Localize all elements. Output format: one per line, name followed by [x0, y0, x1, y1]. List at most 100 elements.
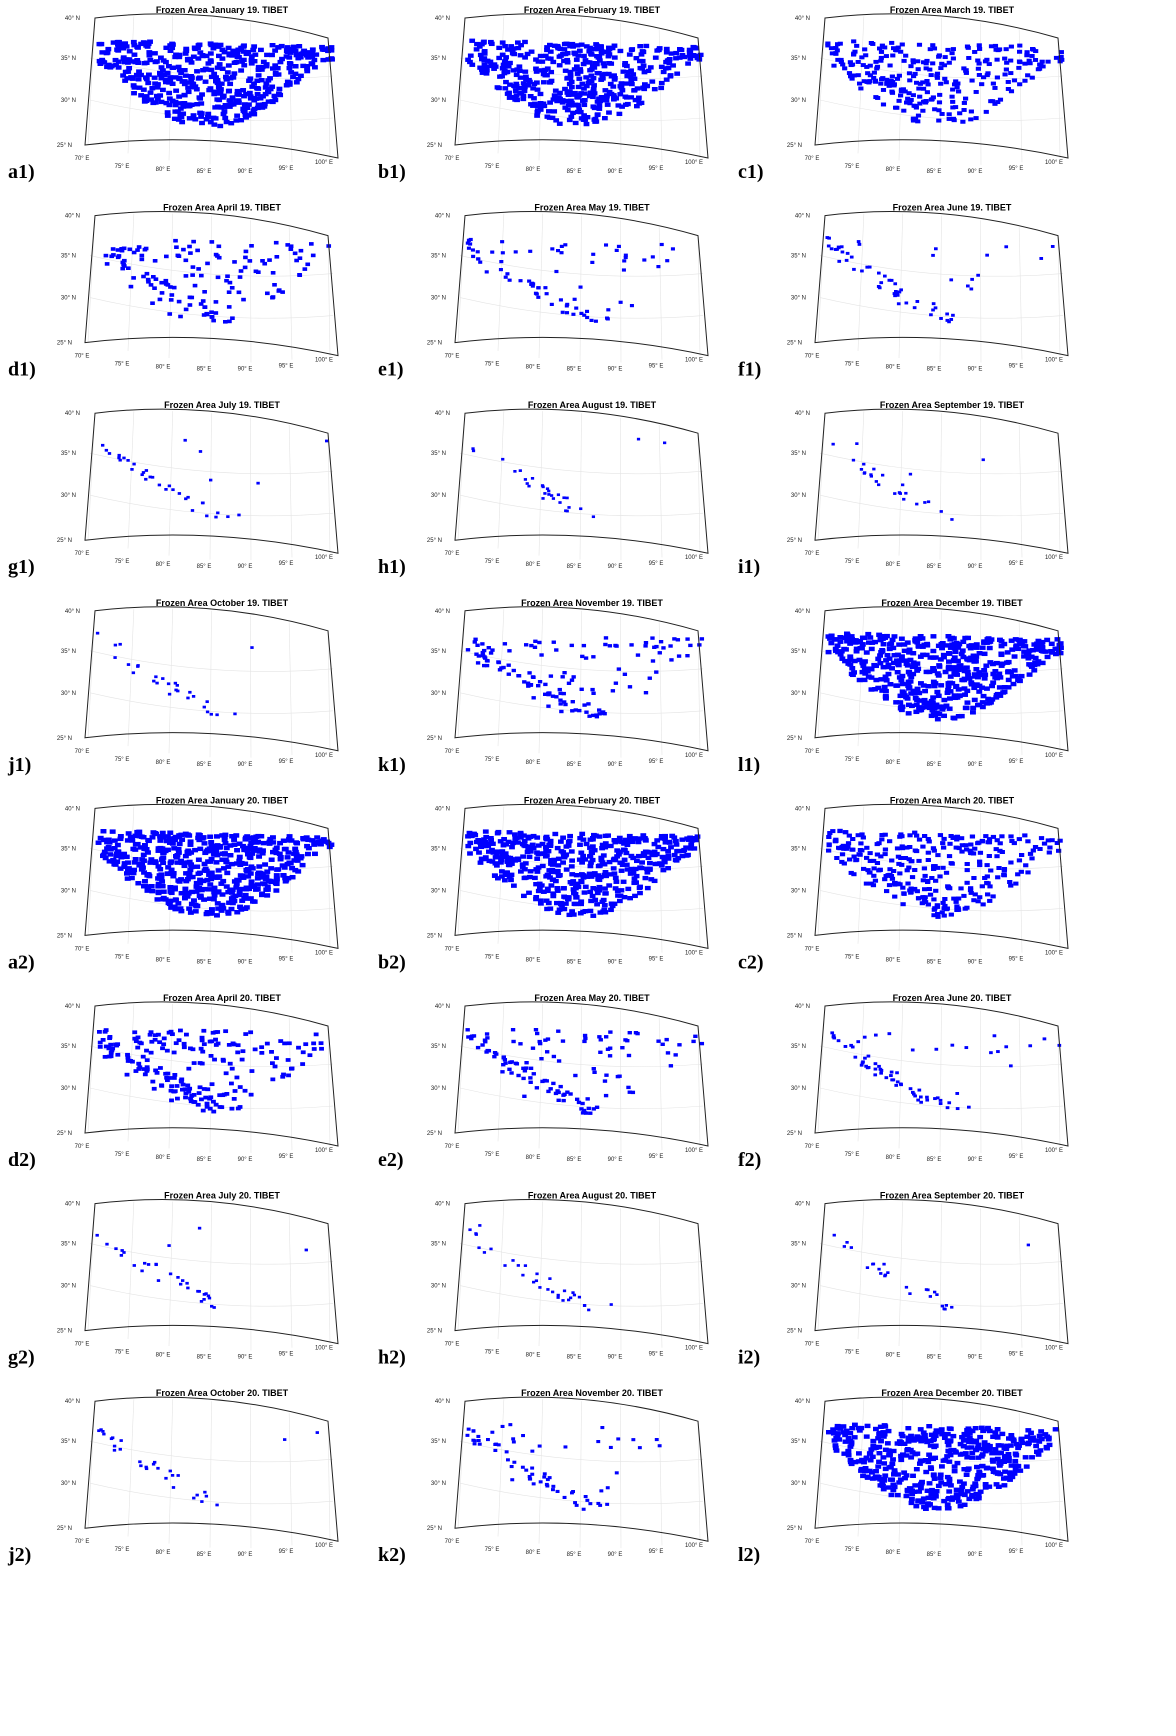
frozen-cell: [510, 841, 516, 845]
frozen-cell: [589, 74, 595, 78]
frozen-cell: [892, 895, 897, 899]
frozen-cell: [589, 850, 595, 854]
frozen-cell: [235, 1051, 240, 1055]
frozen-cell: [558, 840, 564, 844]
frozen-cell: [260, 259, 265, 263]
frozen-cell: [687, 53, 693, 57]
frozen-cell: [591, 692, 595, 695]
frozen-cell: [224, 884, 230, 888]
frozen-cell: [251, 108, 257, 112]
frozen-cell: [531, 1047, 535, 1050]
frozen-cell: [557, 493, 560, 496]
frozen-cell: [902, 892, 907, 896]
frozen-cell: [159, 1083, 164, 1087]
frozen-cell: [169, 1099, 174, 1103]
frozen-cell: [319, 1047, 324, 1051]
map-panel: Frozen Area February 20. TIBET40° N35° N…: [378, 795, 708, 973]
frozen-cell: [1009, 45, 1014, 49]
frozen-cell: [141, 1055, 146, 1059]
frozen-cell: [132, 671, 135, 674]
frozen-cell: [134, 830, 140, 834]
frozen-cell: [916, 859, 921, 863]
meridian: [289, 622, 292, 755]
frozen-cell: [830, 1031, 834, 1034]
panel-label: i1): [738, 556, 760, 578]
frozen-cell: [940, 841, 945, 845]
frozen-cell: [211, 874, 217, 878]
lon-tick-label: 95° E: [649, 956, 664, 962]
frozen-cell: [877, 1268, 880, 1271]
frozen-cell: [597, 1035, 601, 1038]
frozen-cell: [211, 319, 216, 323]
lon-tick-label: 90° E: [968, 169, 983, 175]
meridian: [210, 611, 212, 757]
frozen-cell: [121, 261, 126, 265]
frozen-cell: [879, 1072, 883, 1075]
panel-label: l1): [738, 754, 760, 776]
frozen-cell: [935, 853, 940, 857]
frozen-cell: [956, 1107, 960, 1110]
frozen-cell: [659, 640, 663, 643]
lon-tick-label: 95° E: [279, 561, 294, 567]
frozen-cell: [130, 468, 133, 471]
frozen-cell: [887, 657, 893, 661]
frozen-cell: [932, 681, 938, 685]
frozen-cell: [539, 60, 545, 64]
lon-tick-label: 95° E: [279, 1352, 294, 1358]
frozen-cell: [591, 833, 597, 837]
frozen-cell: [525, 52, 531, 56]
frozen-cell: [845, 259, 849, 262]
lon-tick-label: 100° E: [685, 555, 703, 561]
frozen-cell: [596, 1440, 600, 1443]
frozen-cell: [140, 258, 145, 262]
frozen-cell: [550, 878, 556, 882]
frozen-cell: [113, 58, 119, 62]
frozen-cell: [238, 68, 244, 72]
frozen-cell: [195, 836, 201, 840]
frozen-cell: [175, 109, 181, 113]
frozen-cell: [947, 1101, 951, 1104]
frozen-cell: [513, 82, 519, 86]
frozen-cell: [249, 58, 255, 62]
frozen-cell: [982, 673, 988, 677]
frozen-cell: [480, 1043, 484, 1046]
lon-tick-label: 90° E: [238, 169, 253, 175]
frozen-cell: [927, 500, 930, 503]
frozen-cell: [926, 851, 931, 855]
frozen-cell: [522, 876, 528, 880]
panel-title: Frozen Area February 19. TIBET: [524, 5, 661, 15]
frozen-cell: [914, 640, 920, 644]
frozen-cell: [104, 1045, 109, 1049]
frozen-cell: [912, 1093, 916, 1096]
frozen-cell: [610, 904, 616, 908]
frozen-cell: [946, 651, 952, 655]
frozen-cell: [647, 861, 653, 865]
frozen-cell: [628, 1031, 632, 1034]
frozen-cell: [590, 914, 596, 918]
frozen-cell: [876, 868, 881, 872]
frozen-cell: [913, 696, 919, 700]
lat-tick-label: 25° N: [427, 1131, 442, 1137]
frozen-cell: [572, 902, 578, 906]
frozen-cell: [673, 839, 679, 843]
frozen-cell: [206, 88, 212, 92]
frozen-cell: [573, 1074, 577, 1077]
lat-tick-label: 40° N: [65, 1399, 80, 1405]
frozen-cell: [898, 491, 901, 494]
frozen-cell: [994, 693, 1000, 697]
parallel: [460, 256, 703, 277]
frozen-cell: [980, 839, 985, 843]
frozen-cell: [1030, 54, 1035, 58]
frozen-cell: [976, 274, 980, 277]
frozen-cell: [490, 1431, 494, 1434]
frozen-cell: [674, 1053, 678, 1056]
lat-tick-label: 40° N: [65, 806, 80, 812]
frozen-cell: [637, 885, 643, 889]
frozen-cell: [209, 479, 212, 482]
lon-tick-label: 90° E: [608, 959, 623, 965]
frozen-cell: [858, 243, 862, 246]
frozen-cell: [586, 81, 592, 85]
frozen-cell: [901, 902, 906, 906]
lon-tick-label: 70° E: [445, 946, 460, 952]
frozen-cell: [176, 94, 182, 98]
